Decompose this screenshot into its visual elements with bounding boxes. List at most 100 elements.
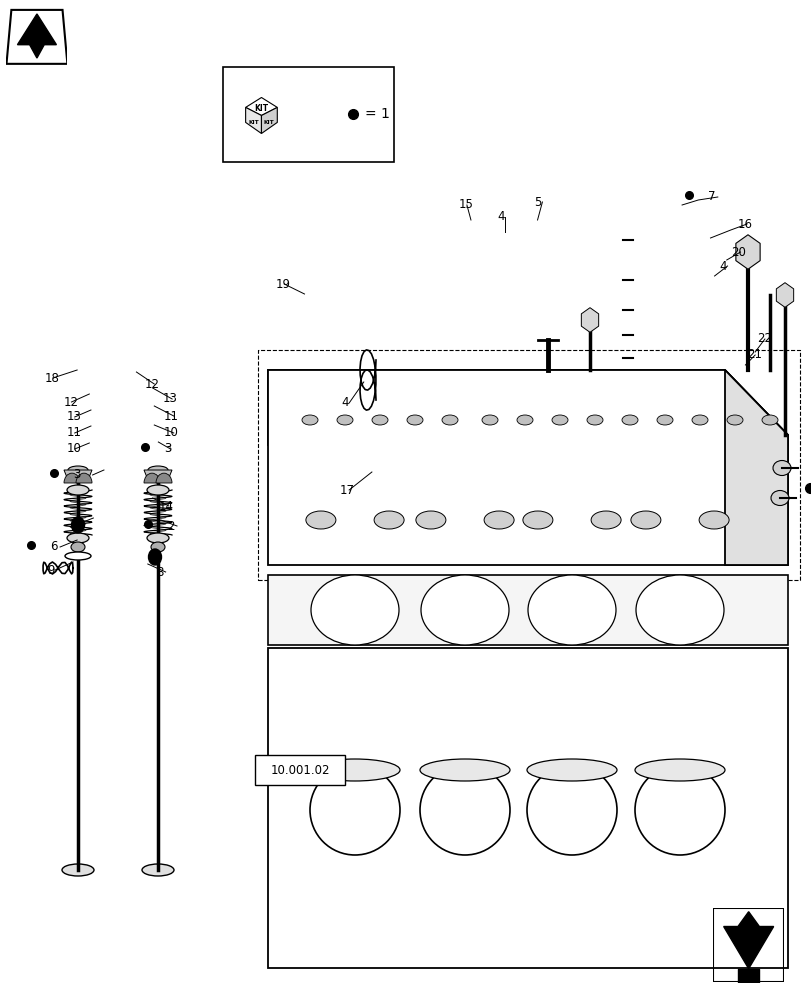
Ellipse shape [147, 533, 169, 543]
Text: 4: 4 [341, 396, 348, 410]
Ellipse shape [517, 415, 532, 425]
Text: 7: 7 [707, 190, 714, 204]
Ellipse shape [770, 490, 788, 506]
Wedge shape [144, 473, 160, 483]
Bar [258, 350, 799, 580]
Ellipse shape [526, 765, 616, 855]
Text: 14: 14 [70, 518, 84, 530]
Ellipse shape [67, 533, 89, 543]
Ellipse shape [65, 552, 91, 560]
Text: KIT: KIT [248, 120, 259, 125]
Ellipse shape [441, 415, 457, 425]
Text: 13: 13 [162, 392, 177, 406]
Text: 5: 5 [534, 196, 541, 209]
Text: 6: 6 [50, 540, 58, 554]
Ellipse shape [634, 759, 724, 781]
Ellipse shape [621, 415, 637, 425]
Ellipse shape [635, 575, 723, 645]
Ellipse shape [698, 511, 728, 529]
Wedge shape [156, 473, 172, 483]
Ellipse shape [761, 415, 777, 425]
Ellipse shape [147, 485, 169, 495]
Text: 8: 8 [156, 566, 163, 578]
Ellipse shape [634, 765, 724, 855]
Text: 14: 14 [159, 499, 174, 512]
Polygon shape [268, 370, 787, 565]
Text: 13: 13 [67, 410, 81, 424]
Circle shape [148, 549, 161, 565]
Polygon shape [64, 470, 92, 480]
Ellipse shape [551, 415, 568, 425]
Text: 20: 20 [730, 245, 744, 258]
Ellipse shape [374, 511, 404, 529]
Ellipse shape [406, 415, 423, 425]
Ellipse shape [590, 511, 620, 529]
Ellipse shape [483, 511, 513, 529]
Text: 3: 3 [73, 468, 80, 482]
Ellipse shape [148, 466, 168, 474]
Ellipse shape [310, 759, 400, 781]
Ellipse shape [302, 415, 318, 425]
Text: 19: 19 [276, 277, 290, 290]
Circle shape [71, 517, 84, 533]
Text: 10: 10 [67, 442, 81, 456]
Ellipse shape [527, 575, 616, 645]
Ellipse shape [311, 575, 398, 645]
Text: KIT: KIT [264, 120, 274, 125]
Ellipse shape [371, 415, 388, 425]
Ellipse shape [71, 542, 85, 552]
Ellipse shape [310, 765, 400, 855]
Ellipse shape [306, 511, 336, 529]
Ellipse shape [68, 466, 88, 474]
Ellipse shape [482, 415, 497, 425]
Text: 9: 9 [47, 564, 54, 576]
Ellipse shape [142, 864, 174, 876]
Text: 2: 2 [167, 520, 174, 532]
Text: 10.001.02: 10.001.02 [270, 764, 329, 776]
Polygon shape [245, 98, 277, 115]
Text: 3: 3 [164, 442, 171, 456]
Ellipse shape [337, 415, 353, 425]
Ellipse shape [67, 485, 89, 495]
Polygon shape [723, 912, 773, 969]
Text: 12: 12 [63, 395, 78, 408]
Polygon shape [261, 107, 277, 133]
Ellipse shape [420, 575, 508, 645]
Text: 11: 11 [164, 410, 178, 422]
Polygon shape [268, 648, 787, 968]
Ellipse shape [522, 511, 552, 529]
Text: 12: 12 [144, 377, 159, 390]
Text: 4: 4 [719, 259, 726, 272]
Ellipse shape [415, 511, 445, 529]
Text: 17: 17 [339, 484, 354, 496]
Text: 10: 10 [164, 426, 178, 440]
Text: 11: 11 [67, 426, 81, 440]
Polygon shape [724, 370, 787, 565]
Wedge shape [64, 473, 80, 483]
Ellipse shape [691, 415, 707, 425]
Ellipse shape [656, 415, 672, 425]
Ellipse shape [419, 759, 509, 781]
Ellipse shape [151, 542, 165, 552]
Text: KIT: KIT [254, 104, 268, 113]
Ellipse shape [630, 511, 660, 529]
Bar [268, 575, 787, 645]
Text: 15: 15 [458, 198, 473, 212]
Ellipse shape [772, 460, 790, 476]
Polygon shape [245, 107, 261, 133]
Ellipse shape [726, 415, 742, 425]
Text: 21: 21 [746, 349, 761, 361]
Text: 4: 4 [496, 211, 504, 224]
Ellipse shape [526, 759, 616, 781]
Ellipse shape [62, 864, 94, 876]
Text: = 1: = 1 [365, 107, 390, 121]
Bar [255, 755, 345, 785]
Polygon shape [18, 14, 56, 58]
Polygon shape [268, 370, 787, 445]
Bar [223, 67, 393, 162]
Wedge shape [76, 473, 92, 483]
Polygon shape [144, 470, 172, 480]
Text: 18: 18 [45, 371, 59, 384]
Ellipse shape [419, 765, 509, 855]
Ellipse shape [586, 415, 603, 425]
